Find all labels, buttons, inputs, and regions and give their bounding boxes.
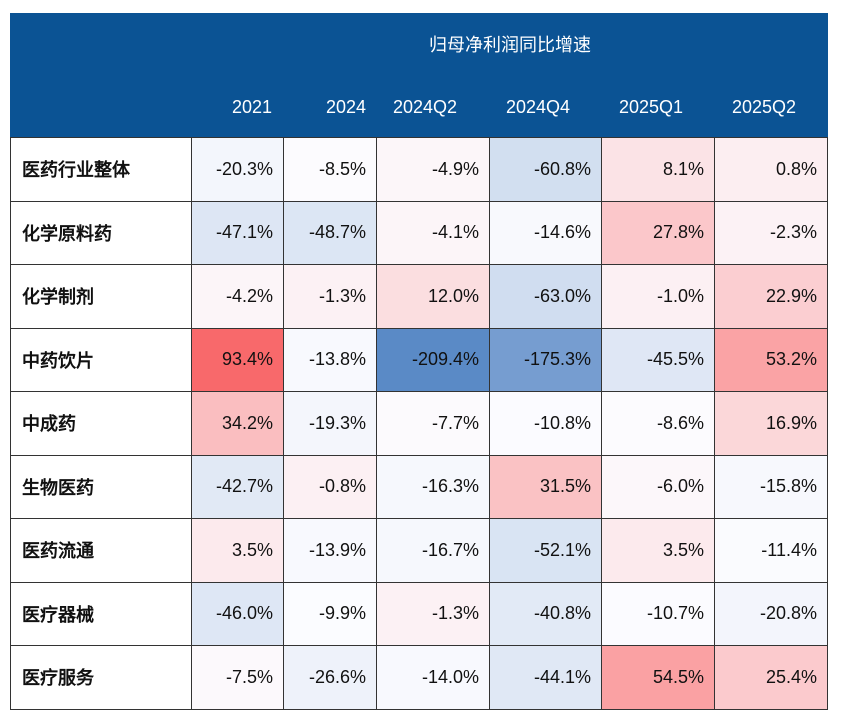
column-header: 2024	[325, 97, 366, 117]
column-headers: 2021 2024 2024Q2 2024Q4 2025Q1 2025Q2	[10, 94, 828, 120]
value-cell: -1.3%	[284, 265, 377, 329]
value-cell: -47.1%	[192, 201, 284, 265]
table-body: 医药行业整体 -20.3% -8.5% -4.9% -60.8% 8.1% 0.8% 化学原料…	[10, 137, 828, 710]
value-cell: -46.0%	[192, 582, 284, 646]
row-label: 医药行业整体	[11, 138, 192, 202]
value-cell: -45.5%	[602, 328, 715, 392]
table-title: 归母净利润同比增速	[429, 35, 591, 56]
value-cell: -40.8%	[490, 582, 602, 646]
row-label: 化学制剂	[11, 265, 192, 329]
column-header: 2021	[231, 97, 272, 117]
value-cell: -6.0%	[602, 455, 715, 519]
value-cell: -7.5%	[192, 646, 284, 710]
table-header: 归母净利润同比增速 2021 2024 2024Q2 2024Q4 2025Q1…	[10, 13, 828, 137]
value-cell: 53.2%	[715, 328, 828, 392]
value-cell: 31.5%	[490, 455, 602, 519]
row-label: 医疗器械	[11, 582, 192, 646]
row-label: 医药流通	[11, 519, 192, 583]
value-cell: -14.6%	[490, 201, 602, 265]
value-cell: -1.0%	[602, 265, 715, 329]
value-cell: -0.8%	[284, 455, 377, 519]
value-cell: -10.8%	[490, 392, 602, 456]
value-cell: 93.4%	[192, 328, 284, 392]
value-cell: -4.1%	[377, 201, 490, 265]
value-cell: -63.0%	[490, 265, 602, 329]
value-cell: 3.5%	[192, 519, 284, 583]
value-cell: -11.4%	[715, 519, 828, 583]
value-cell: -1.3%	[377, 582, 490, 646]
value-cell: 0.8%	[715, 138, 828, 202]
row-label: 中成药	[11, 392, 192, 456]
value-cell: -16.7%	[377, 519, 490, 583]
value-cell: -16.3%	[377, 455, 490, 519]
value-cell: -14.0%	[377, 646, 490, 710]
value-cell: -13.9%	[284, 519, 377, 583]
value-cell: 12.0%	[377, 265, 490, 329]
row-label: 生物医药	[11, 455, 192, 519]
value-cell: -10.7%	[602, 582, 715, 646]
row-label: 化学原料药	[11, 201, 192, 265]
value-cell: 16.9%	[715, 392, 828, 456]
value-cell: -209.4%	[377, 328, 490, 392]
value-cell: 22.9%	[715, 265, 828, 329]
column-header: 2025Q2	[731, 97, 796, 117]
value-cell: -15.8%	[715, 455, 828, 519]
value-cell: -52.1%	[490, 519, 602, 583]
value-cell: 3.5%	[602, 519, 715, 583]
value-cell: -19.3%	[284, 392, 377, 456]
value-cell: -48.7%	[284, 201, 377, 265]
row-label: 中药饮片	[11, 328, 192, 392]
value-cell: -8.5%	[284, 138, 377, 202]
value-cell: -4.9%	[377, 138, 490, 202]
value-cell: -13.8%	[284, 328, 377, 392]
value-cell: 8.1%	[602, 138, 715, 202]
value-cell: 27.8%	[602, 201, 715, 265]
value-cell: -60.8%	[490, 138, 602, 202]
value-cell: -42.7%	[192, 455, 284, 519]
value-cell: -8.6%	[602, 392, 715, 456]
value-cell: 25.4%	[715, 646, 828, 710]
value-cell: -9.9%	[284, 582, 377, 646]
column-header: 2025Q1	[618, 97, 683, 117]
value-cell: -7.7%	[377, 392, 490, 456]
value-cell: -20.3%	[192, 138, 284, 202]
value-cell: 54.5%	[602, 646, 715, 710]
value-cell: 34.2%	[192, 392, 284, 456]
value-cell: -20.8%	[715, 582, 828, 646]
value-cell: -26.6%	[284, 646, 377, 710]
value-cell: -175.3%	[490, 328, 602, 392]
column-header-spacer	[10, 94, 192, 120]
value-cell: -44.1%	[490, 646, 602, 710]
column-header: 2024Q4	[505, 97, 570, 117]
value-cell: -4.2%	[192, 265, 284, 329]
row-label: 医疗服务	[11, 646, 192, 710]
value-cell: -2.3%	[715, 201, 828, 265]
column-header: 2024Q2	[392, 97, 457, 117]
